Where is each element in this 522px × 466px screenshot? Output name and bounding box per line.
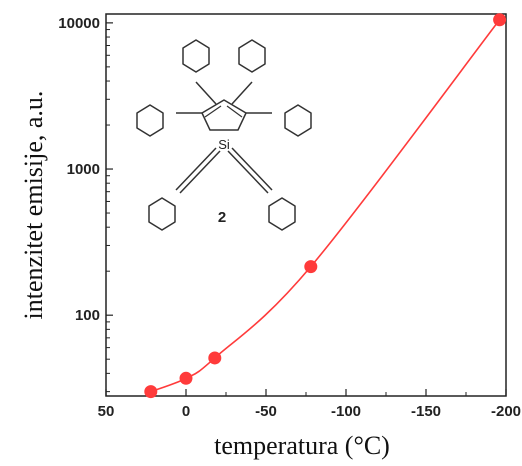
x-tick-label: 50 — [98, 403, 115, 420]
y-tick-label: 10000 — [58, 15, 100, 32]
y-tick-label: 1000 — [67, 161, 100, 178]
x-tick-label: -100 — [331, 403, 361, 420]
data-point — [304, 260, 318, 274]
silicon-atom-label: Si — [218, 137, 230, 152]
x-axis-ticks: 50 0 -50 -100 -150 -200 — [98, 389, 521, 420]
y-axis-ticks: 100 1000 10000 — [58, 15, 113, 393]
x-tick-label: 0 — [182, 403, 190, 420]
y-tick-label: 100 — [75, 307, 100, 324]
series-points — [144, 13, 507, 399]
molecule-structure-inset — [136, 39, 312, 231]
compound-number-label: 2 — [218, 209, 226, 226]
series-line — [150, 19, 501, 393]
data-point — [208, 351, 222, 365]
x-tick-label: -50 — [255, 403, 277, 420]
x-tick-label: -150 — [411, 403, 441, 420]
y-axis-title: intenzitet emisije, a.u. — [19, 91, 48, 320]
x-tick-label: -200 — [491, 403, 521, 420]
data-point — [144, 385, 158, 399]
x-axis-title: temperatura (°C) — [214, 431, 390, 460]
plot-frame — [105, 13, 507, 397]
data-point — [179, 371, 193, 385]
data-point — [493, 13, 507, 27]
